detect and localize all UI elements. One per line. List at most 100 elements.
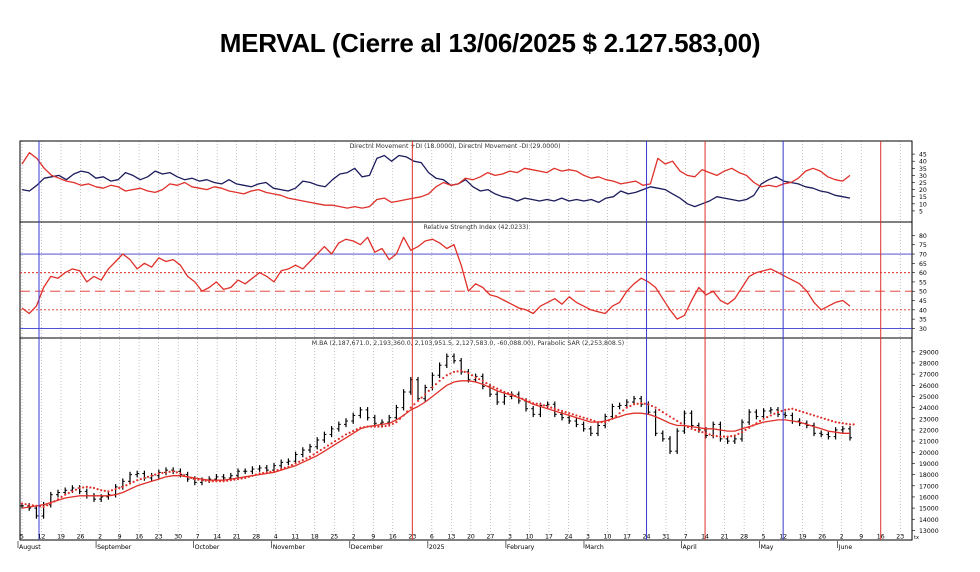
sar-dot	[456, 370, 459, 373]
sar-dot	[643, 402, 646, 405]
sar-dot	[416, 399, 420, 403]
sar-dot	[820, 416, 823, 419]
sar-dot	[719, 435, 722, 438]
sar-dot	[334, 440, 337, 443]
y-tick-label: 17000	[919, 483, 939, 490]
sar-dot	[344, 433, 348, 436]
sar-dot	[24, 503, 27, 506]
month-label: April	[683, 544, 697, 551]
panel-title: M.BA (2,187,671.0, 2,193,360.0, 2,103,95…	[312, 340, 624, 347]
series-line	[21, 380, 850, 509]
x-tick-label: 5	[20, 534, 24, 541]
y-tick-label: 26000	[919, 383, 939, 390]
sar-dot	[589, 418, 592, 422]
sar-dot	[100, 489, 103, 492]
sar-dot	[798, 409, 801, 413]
month-label: May	[761, 544, 774, 551]
sar-dot	[550, 406, 553, 409]
x-tick-label: 31	[662, 534, 670, 541]
y-tick-label: 45	[919, 298, 927, 305]
sar-dot	[118, 486, 121, 490]
sar-dot	[553, 407, 556, 410]
x-tick-label: 16	[877, 534, 885, 541]
sar-dot	[294, 462, 297, 465]
sar-dot	[326, 444, 330, 447]
panel-frame	[19, 337, 913, 541]
sar-dot	[467, 371, 470, 375]
sar-dot	[492, 385, 495, 389]
x-tick-label: 17	[623, 534, 631, 541]
sar-dot	[384, 424, 387, 428]
x-tick-label: 9	[118, 534, 122, 541]
sar-dot	[784, 408, 787, 411]
sar-dot	[305, 457, 308, 460]
sar-dot	[769, 414, 772, 417]
sar-dot	[28, 503, 31, 506]
sar-dot	[125, 484, 128, 487]
sar-dot	[571, 413, 574, 416]
y-tick-label: 25	[919, 180, 927, 187]
sar-dot	[150, 474, 153, 477]
sar-dot	[636, 402, 639, 405]
sar-dot	[434, 383, 438, 386]
x-tick-label: 28	[252, 534, 260, 541]
sar-dot	[834, 421, 837, 424]
sar-dot	[110, 489, 114, 492]
sar-dot	[46, 504, 49, 507]
sar-dot	[85, 485, 88, 488]
sar-dot	[582, 416, 585, 419]
y-tick-label: 19000	[919, 461, 939, 468]
sar-dot	[809, 413, 812, 416]
sar-dot	[787, 408, 790, 411]
sar-dot	[424, 393, 427, 396]
sar-dot	[712, 434, 715, 437]
sar-dot	[449, 372, 452, 375]
sar-dot	[420, 396, 423, 399]
x-tick-label: 25	[330, 534, 338, 541]
sar-dot	[758, 419, 762, 423]
sar-dot	[132, 480, 135, 483]
x-tick-label: 24	[565, 534, 573, 541]
sar-dot	[805, 412, 808, 415]
month-label: December	[351, 544, 384, 551]
sar-dot	[319, 448, 322, 452]
sar-dot	[290, 464, 294, 467]
page-title: MERVAL (Cierre al 13/06/2025 $ 2.127.583…	[219, 28, 761, 58]
sar-dot	[298, 460, 301, 463]
x-tick-label: 26	[77, 534, 85, 541]
x-tick-label: 18	[311, 534, 319, 541]
panel-title: Directnl Movement +DI (18.0000), Directn…	[349, 143, 560, 150]
sar-dot	[838, 421, 841, 424]
y-tick-label: 23000	[919, 416, 939, 423]
sar-dot	[542, 404, 546, 407]
sar-dot	[697, 429, 700, 433]
sar-dot	[812, 414, 816, 417]
x-tick-label: 3	[508, 534, 512, 541]
sar-dot	[323, 446, 326, 449]
sar-dot	[539, 403, 542, 406]
sar-dot	[485, 381, 488, 385]
sar-dot	[737, 432, 740, 435]
sar-dot	[794, 408, 798, 411]
y-tick-label: 28000	[919, 360, 939, 367]
y-tick-label: 30	[919, 326, 927, 333]
sar-dot	[496, 387, 499, 390]
y-tick-label: 20	[919, 187, 927, 194]
sar-dot	[575, 414, 578, 417]
sar-dot	[64, 493, 67, 496]
sar-dot	[586, 417, 589, 420]
x-tick-label: 16	[389, 534, 397, 541]
sar-dot	[650, 404, 654, 408]
month-label: February	[507, 544, 535, 551]
x-tick-label: 6	[430, 534, 434, 541]
sar-dot	[179, 472, 182, 475]
sar-dot	[715, 434, 718, 438]
sar-dot	[568, 412, 571, 415]
y-tick-label: 20000	[919, 450, 939, 457]
sar-dot	[730, 434, 733, 438]
sar-dot	[848, 423, 852, 426]
sar-dot	[442, 376, 445, 380]
x-tick-label: 21	[721, 534, 729, 541]
sar-dot	[445, 374, 448, 377]
sar-dot	[827, 418, 830, 422]
